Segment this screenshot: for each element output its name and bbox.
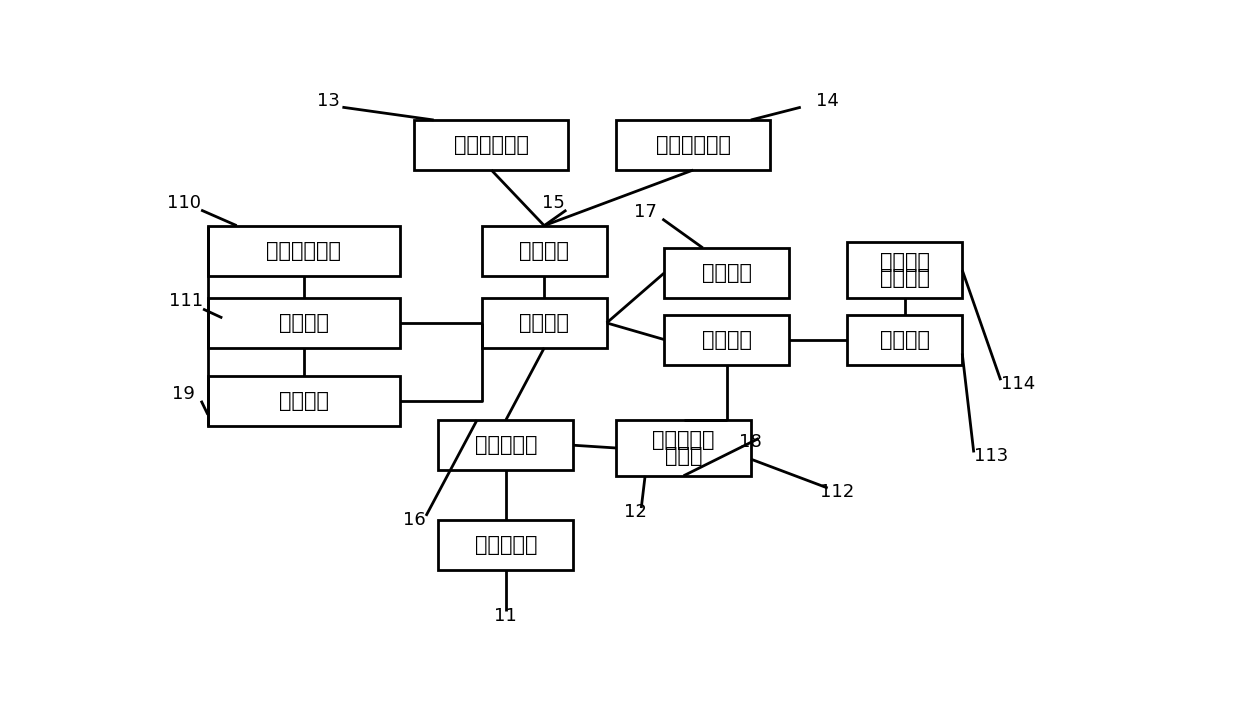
Text: 13: 13 <box>316 92 340 110</box>
Bar <box>616 120 770 170</box>
Bar <box>208 225 401 276</box>
Bar <box>208 298 401 348</box>
Bar <box>847 243 962 298</box>
Text: 11: 11 <box>495 607 517 625</box>
Bar <box>665 315 789 365</box>
Text: 19: 19 <box>172 385 195 403</box>
Text: 第三存储单元: 第三存储单元 <box>267 240 341 261</box>
Text: 执行单元: 执行单元 <box>879 329 930 349</box>
Text: 控制单元: 控制单元 <box>520 313 569 333</box>
Text: 12: 12 <box>624 503 647 521</box>
Bar <box>414 120 568 170</box>
Bar <box>481 298 606 348</box>
Text: 16: 16 <box>403 511 425 529</box>
Text: 114: 114 <box>1001 375 1035 393</box>
Bar <box>439 521 573 570</box>
Bar <box>847 315 962 365</box>
Bar <box>208 375 401 426</box>
Text: 路口监控器: 路口监控器 <box>475 535 537 555</box>
Text: 14: 14 <box>816 92 839 110</box>
Text: 113: 113 <box>973 448 1008 466</box>
Text: 第一数据传: 第一数据传 <box>652 430 714 451</box>
Text: 联动单元: 联动单元 <box>520 240 569 261</box>
Text: 指示单元: 指示单元 <box>702 263 751 283</box>
Text: 110: 110 <box>167 194 201 212</box>
Text: 远程服务器: 远程服务器 <box>475 435 537 456</box>
Text: 输单元: 输单元 <box>665 445 702 466</box>
Text: 传输单元: 传输单元 <box>879 268 930 288</box>
Bar <box>439 420 573 470</box>
Text: 第二存储单元: 第二存储单元 <box>656 135 730 155</box>
Text: 判断单元: 判断单元 <box>279 313 329 333</box>
Text: 监测单元: 监测单元 <box>279 391 329 411</box>
Text: 111: 111 <box>169 292 203 310</box>
Text: 15: 15 <box>542 194 565 212</box>
Bar <box>665 248 789 298</box>
Text: 驱动单元: 驱动单元 <box>702 329 751 349</box>
Text: 18: 18 <box>739 433 763 451</box>
Bar <box>481 225 606 276</box>
Text: 第一存储单元: 第一存储单元 <box>454 135 528 155</box>
Text: 第二数据: 第二数据 <box>879 252 930 272</box>
Text: 17: 17 <box>634 203 656 221</box>
Text: 112: 112 <box>820 484 854 502</box>
Bar <box>616 420 750 476</box>
